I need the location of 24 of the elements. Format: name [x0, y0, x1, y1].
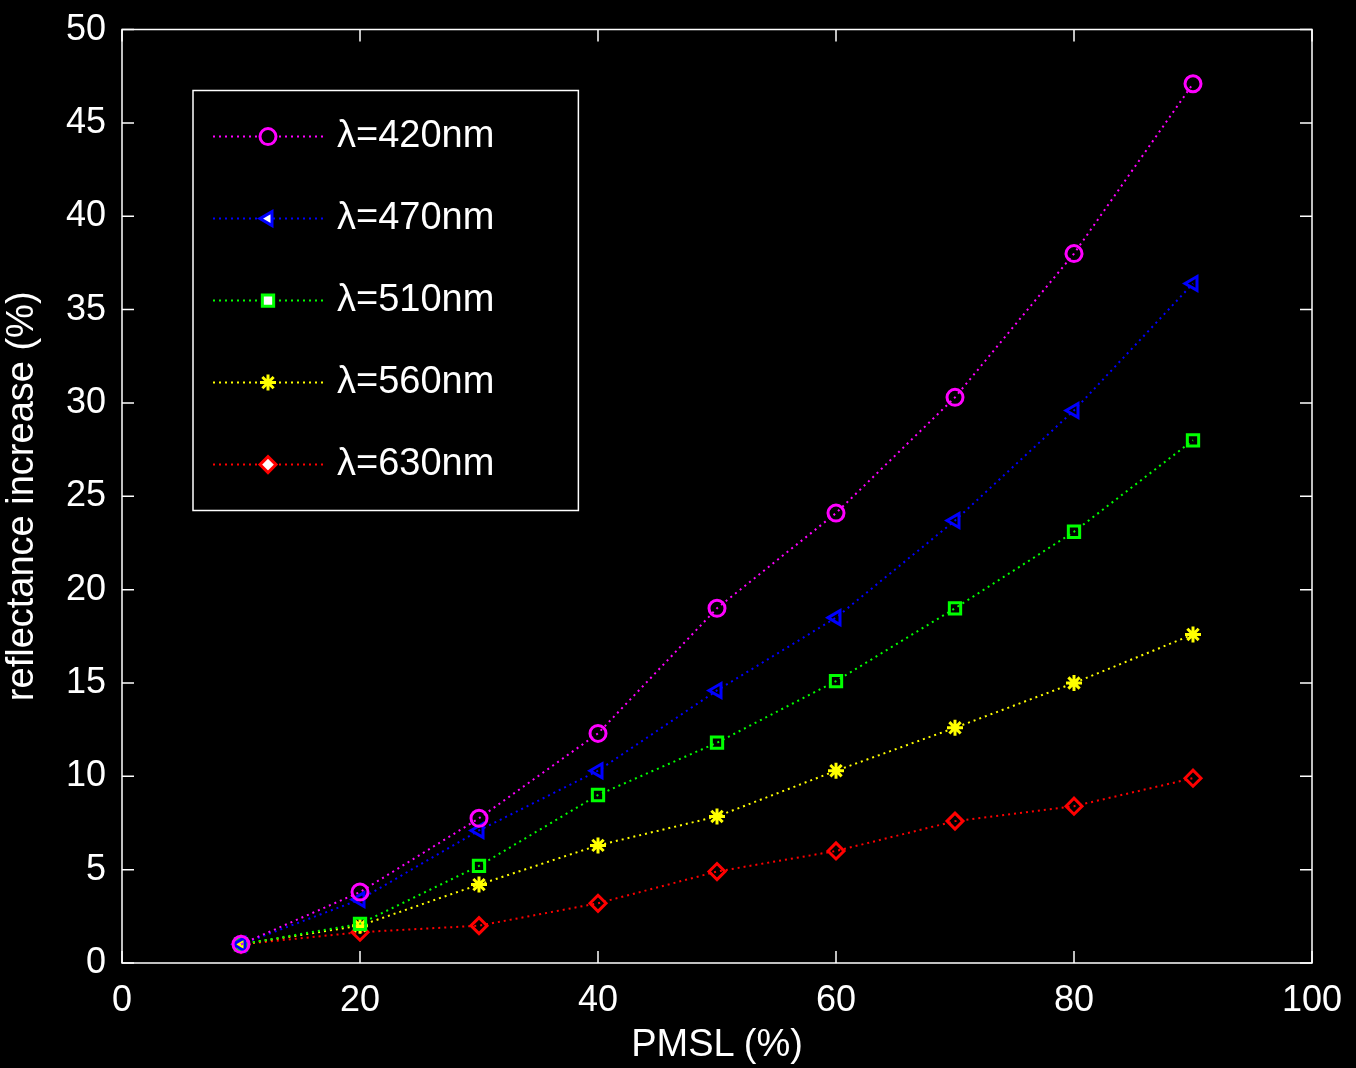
- y-tick-label: 35: [65, 286, 106, 328]
- x-tick-label: 100: [1281, 977, 1343, 1019]
- y-tick-label: 5: [85, 846, 106, 888]
- y-tick-label: 30: [65, 379, 106, 421]
- x-tick-label: 60: [815, 977, 857, 1019]
- y-tick-label: 10: [65, 753, 106, 795]
- y-tick-label: 15: [65, 659, 106, 701]
- x-tick-label: 80: [1053, 977, 1095, 1019]
- y-tick-label: 50: [65, 6, 106, 48]
- x-tick-label: 40: [577, 977, 619, 1019]
- x-tick-label: 20: [339, 977, 381, 1019]
- legend-label: λ=470nm: [337, 195, 495, 238]
- legend-label: λ=560nm: [337, 359, 495, 402]
- legend-label: λ=510nm: [337, 277, 495, 320]
- y-axis-title: reflectance increase (%): [0, 291, 42, 702]
- x-tick-label: 0: [111, 977, 133, 1019]
- y-tick-label: 0: [85, 939, 106, 981]
- x-axis-title: PMSL (%): [631, 1021, 803, 1064]
- legend-label: λ=420nm: [337, 113, 495, 156]
- y-tick-label: 40: [65, 193, 106, 235]
- y-tick-label: 20: [65, 566, 106, 608]
- y-tick-label: 25: [65, 473, 106, 515]
- legend-label: λ=630nm: [337, 441, 495, 484]
- y-tick-label: 45: [65, 99, 106, 141]
